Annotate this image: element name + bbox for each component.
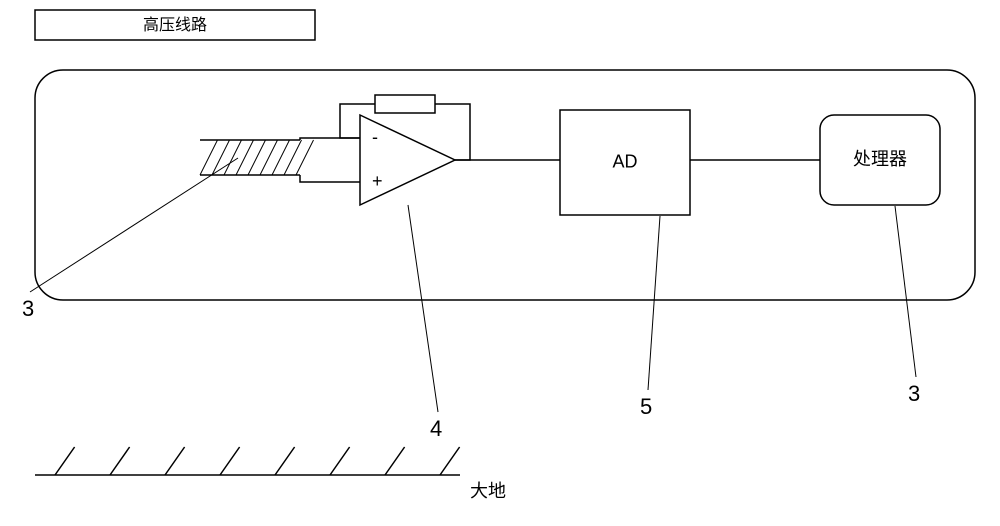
callout-num-1: 4 xyxy=(430,416,442,441)
ground-hatch xyxy=(220,447,240,475)
callout-num-0: 3 xyxy=(22,296,34,321)
callout-num-2: 5 xyxy=(640,394,652,419)
ground-hatch xyxy=(55,447,75,475)
ad-label: AD xyxy=(612,151,637,171)
wire-sensor_bot_to_opamp_plus xyxy=(300,175,360,182)
ground-hatch xyxy=(385,447,405,475)
ground-label: 大地 xyxy=(470,481,506,501)
hv-line-label: 高压线路 xyxy=(143,16,207,34)
ground-hatch xyxy=(275,447,295,475)
wire-feedback_left_drop xyxy=(340,104,375,138)
callout-line-1 xyxy=(408,205,438,412)
callout-line-3 xyxy=(895,206,916,377)
ground-hatch xyxy=(110,447,130,475)
callout-num-3: 3 xyxy=(908,381,920,406)
wire-feedback_right_to_output xyxy=(435,104,470,160)
opamp-plus-label: + xyxy=(372,171,383,191)
callout-line-2 xyxy=(648,216,660,390)
ground-hatch xyxy=(330,447,350,475)
callout-line-0 xyxy=(30,158,238,292)
ground-hatch xyxy=(165,447,185,475)
feedback-resistor xyxy=(375,95,435,113)
processor-label: 处理器 xyxy=(853,149,907,169)
ground-hatch xyxy=(440,447,460,475)
device-container xyxy=(35,70,975,300)
opamp-minus-label: - xyxy=(372,127,378,147)
